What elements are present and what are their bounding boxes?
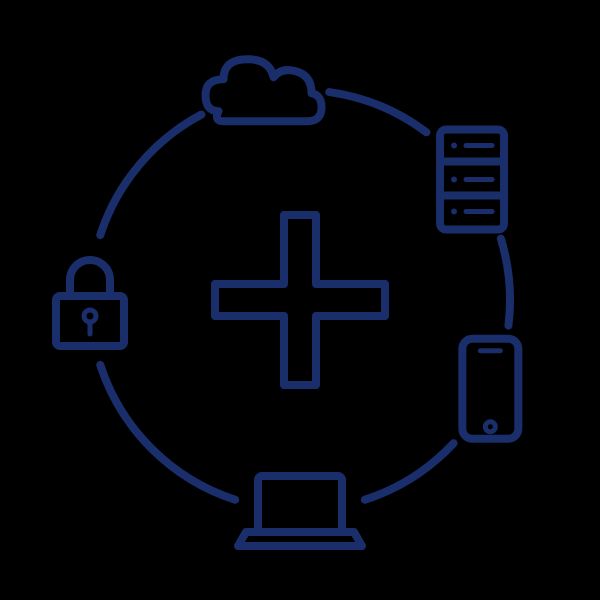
plus-icon: [215, 215, 385, 385]
lock-icon: [56, 260, 124, 346]
server-icon: [440, 130, 504, 230]
ring-arcs: [100, 92, 510, 500]
phone-icon: [462, 339, 518, 439]
laptop-icon: [238, 476, 362, 546]
cloud-icon: [206, 59, 322, 121]
tech-ring-diagram: [0, 0, 600, 600]
